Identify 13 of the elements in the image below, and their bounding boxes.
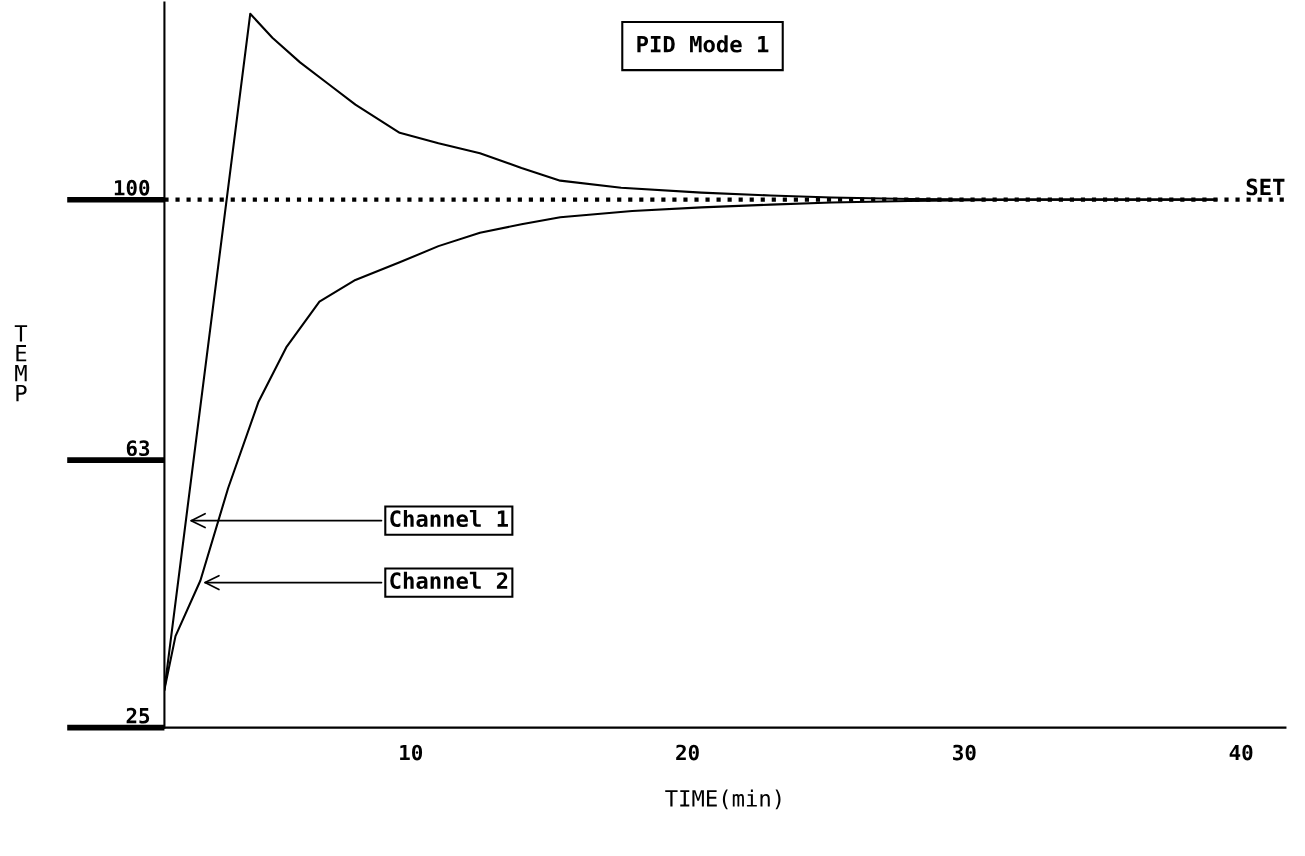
annotation: Channel 2 — [390, 571, 508, 590]
x-tick-label: 40 — [1229, 744, 1253, 761]
y-axis-title: TEMP — [14, 325, 28, 402]
x-tick-label: 20 — [676, 744, 699, 761]
y-tick-label: 100 — [114, 179, 150, 196]
ref-line-label: SET — [1246, 178, 1285, 196]
y-tick-label: 63 — [126, 440, 150, 457]
x-axis-title: TIME(min) — [665, 789, 781, 810]
x-tick-label: 30 — [953, 744, 976, 761]
text: PID Mode 1 — [637, 35, 769, 53]
x-tick-label: 10 — [400, 744, 423, 761]
y-tick-label: 25 — [126, 707, 150, 724]
annotation: Channel 1 — [390, 509, 508, 528]
